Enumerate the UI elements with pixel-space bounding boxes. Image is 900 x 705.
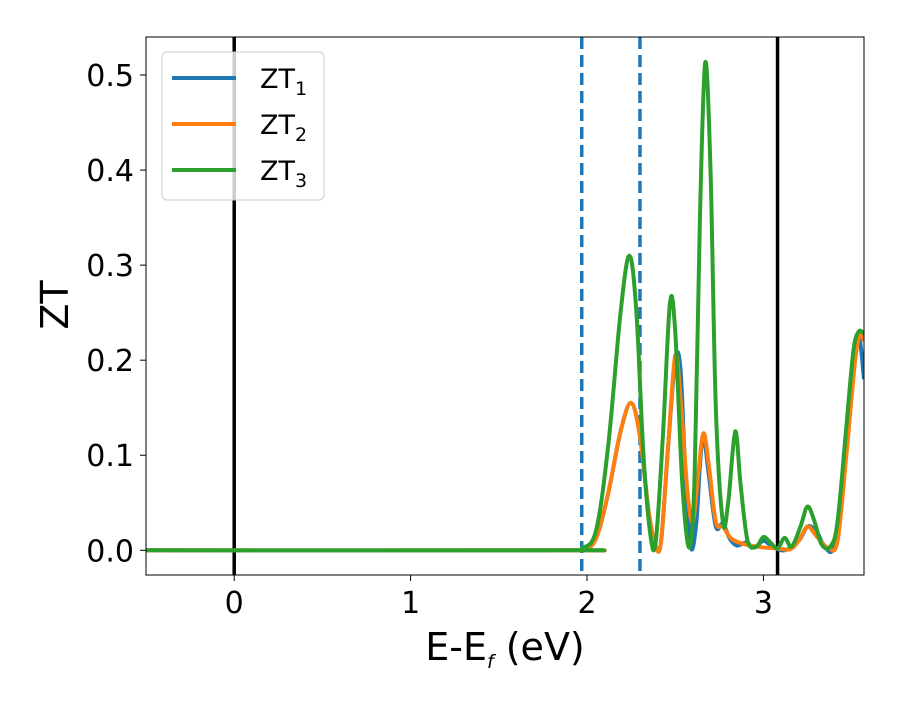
y-tick-label: 0.1 <box>86 439 134 474</box>
y-tick-label: 0.4 <box>86 154 134 189</box>
y-tick-label: 0.5 <box>86 59 134 94</box>
x-axis-ticks: 0 1 2 3 <box>225 575 773 621</box>
x-tick-label: 1 <box>401 586 420 621</box>
y-tick-label: 0.2 <box>86 344 134 379</box>
y-axis-label: ZT <box>33 280 77 330</box>
legend-box <box>161 51 325 201</box>
x-tick-label: 2 <box>577 586 596 621</box>
series-lines <box>146 60 864 555</box>
series-line-zt2 <box>146 330 864 554</box>
y-tick-label: 0.3 <box>86 249 134 284</box>
x-axis-label: E-Ef (eV) <box>425 625 585 673</box>
legend-label-zt2: ZT2 <box>260 110 307 146</box>
y-tick-label: 0.0 <box>86 534 134 569</box>
y-axis-ticks: 0.0 0.1 0.2 0.3 0.4 0.5 <box>86 59 146 569</box>
series-line-zt3 <box>146 60 864 553</box>
series-line-zt1 <box>146 334 864 555</box>
legend-label-zt3: ZT3 <box>260 156 307 192</box>
legend: ZT1 ZT2 ZT3 <box>161 51 325 201</box>
x-tick-label: 0 <box>225 586 244 621</box>
legend-label-zt1: ZT1 <box>260 64 307 100</box>
x-tick-label: 3 <box>754 586 773 621</box>
plot-frame <box>145 36 865 576</box>
